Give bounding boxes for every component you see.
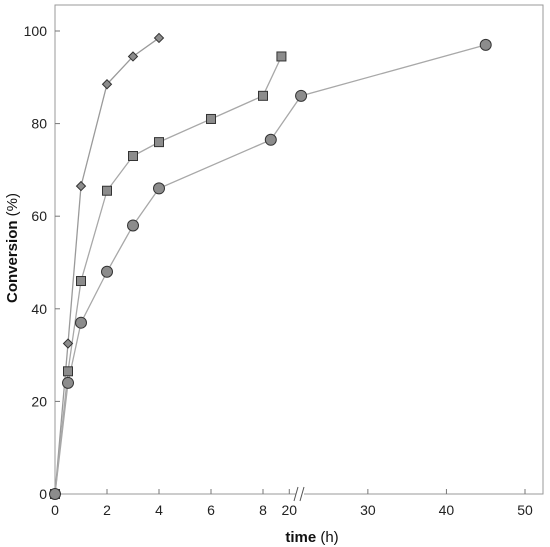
y-tick-label: 20 <box>31 393 47 409</box>
tick-labels: 0 20 40 60 80 100 0 2 4 6 8 20 30 40 50 <box>24 23 533 518</box>
data-point-square <box>276 51 287 62</box>
axis-break-gap <box>296 486 304 502</box>
y-axis-title-main: Conversion <box>4 220 21 303</box>
y-tick-label: 60 <box>31 208 47 224</box>
x-axis-title: time (h) <box>285 529 338 546</box>
data-point-square <box>154 137 164 148</box>
data-point-circle <box>295 89 308 102</box>
x-tick-label: 40 <box>439 502 455 518</box>
y-tick-label: 100 <box>24 23 48 39</box>
x-tick-label: 4 <box>155 502 163 518</box>
y-tick-label: 40 <box>31 301 47 317</box>
x-tick-label: 2 <box>103 502 111 518</box>
x-axis-break <box>293 486 305 502</box>
series-line-circle <box>54 44 486 495</box>
series-markers <box>49 32 492 500</box>
data-point-circle <box>153 182 165 195</box>
plot-frame <box>54 4 544 495</box>
data-point-square <box>128 151 138 162</box>
data-point-diamond <box>75 180 87 192</box>
data-point-circle <box>75 316 87 329</box>
data-point-square <box>102 185 112 196</box>
data-point-circle <box>479 38 492 51</box>
series-line-square <box>54 56 283 495</box>
y-axis-title: Conversion (%) <box>4 193 21 303</box>
x-tick-label: 30 <box>360 502 376 518</box>
x-tick-label: 0 <box>51 502 59 518</box>
data-point-diamond <box>101 79 113 90</box>
x-tick-label: 20 <box>281 502 297 518</box>
data-point-diamond <box>62 338 74 349</box>
data-point-circle <box>264 133 277 146</box>
axis-ticks <box>54 30 526 495</box>
data-point-circle <box>127 219 139 232</box>
data-point-square <box>258 90 268 101</box>
series-lines <box>54 37 486 495</box>
data-point-circle <box>101 265 113 278</box>
data-point-circle <box>49 488 61 500</box>
x-tick-label: 8 <box>259 502 267 518</box>
data-point-square <box>206 113 216 124</box>
x-axis-title-main: time <box>285 529 316 546</box>
data-point-circle <box>62 376 74 389</box>
x-axis-title-unit: (h) <box>316 529 339 546</box>
y-tick-label: 80 <box>31 116 47 132</box>
data-point-diamond <box>127 51 139 62</box>
x-tick-label: 6 <box>207 502 215 518</box>
y-tick-label: 0 <box>39 486 47 502</box>
y-axis-title-unit: (%) <box>4 193 21 221</box>
data-point-square <box>63 366 73 377</box>
data-point-square <box>76 276 86 287</box>
x-tick-label: 50 <box>517 502 533 518</box>
axis-break-mark <box>293 486 299 502</box>
data-point-diamond <box>153 32 165 44</box>
axis-break-mark <box>299 486 305 502</box>
